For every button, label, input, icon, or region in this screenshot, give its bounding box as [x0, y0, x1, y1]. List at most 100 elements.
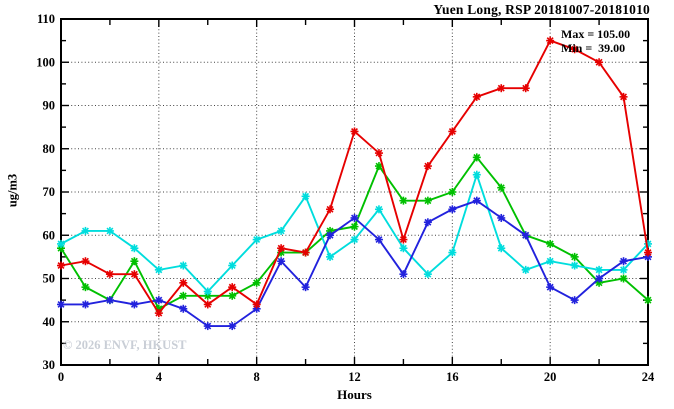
marker-rsp-blue — [546, 283, 555, 292]
marker-rsp-cyan — [448, 248, 457, 257]
marker-rsp-green — [350, 222, 359, 231]
marker-rsp-cyan — [154, 265, 163, 274]
y-tick-label: 40 — [43, 315, 56, 329]
marker-rsp-red — [179, 278, 188, 287]
marker-rsp-blue — [203, 322, 212, 331]
x-tick-label: 8 — [254, 370, 260, 384]
marker-rsp-cyan — [570, 261, 579, 270]
marker-rsp-red — [521, 84, 530, 93]
marker-rsp-cyan — [228, 261, 237, 270]
marker-rsp-red — [644, 248, 652, 257]
y-tick-label: 100 — [36, 55, 55, 69]
marker-rsp-blue — [619, 257, 628, 266]
marker-rsp-red — [423, 162, 432, 171]
marker-rsp-blue — [81, 300, 90, 309]
series-rsp-blue — [57, 196, 652, 331]
marker-rsp-green — [252, 278, 261, 287]
y-tick-label: 110 — [37, 12, 55, 26]
marker-rsp-red — [472, 92, 481, 101]
marker-rsp-cyan — [350, 235, 359, 244]
marker-rsp-blue — [105, 296, 114, 305]
marker-rsp-blue — [228, 322, 237, 331]
x-tick-label: 0 — [58, 370, 64, 384]
marker-rsp-blue — [399, 270, 408, 279]
marker-rsp-blue — [374, 235, 383, 244]
marker-rsp-blue — [570, 296, 579, 305]
marker-rsp-cyan — [252, 235, 261, 244]
marker-rsp-cyan — [81, 226, 90, 235]
marker-rsp-cyan — [130, 244, 139, 253]
marker-rsp-cyan — [179, 261, 188, 270]
marker-rsp-red — [595, 58, 604, 67]
marker-rsp-blue — [472, 196, 481, 205]
marker-rsp-green — [423, 196, 432, 205]
marker-rsp-green — [570, 252, 579, 261]
marker-rsp-red — [619, 92, 628, 101]
x-tick-label: 16 — [446, 370, 459, 384]
line-rsp-cyan — [60, 171, 649, 293]
marker-rsp-blue — [130, 300, 139, 309]
marker-rsp-red — [130, 270, 139, 279]
marker-rsp-cyan — [374, 205, 383, 214]
marker-rsp-blue — [179, 304, 188, 313]
marker-rsp-red — [570, 45, 579, 54]
y-tick-label: 30 — [43, 358, 56, 372]
marker-rsp-red — [350, 127, 359, 136]
marker-rsp-blue — [277, 257, 286, 266]
marker-rsp-blue — [448, 205, 457, 214]
marker-rsp-cyan — [277, 226, 286, 235]
marker-rsp-red — [154, 309, 163, 318]
marker-rsp-cyan — [619, 265, 628, 274]
marker-rsp-red — [228, 283, 237, 292]
marker-rsp-red — [252, 300, 261, 309]
marker-rsp-green — [179, 291, 188, 300]
marker-rsp-cyan — [301, 192, 310, 201]
marker-rsp-blue — [57, 300, 65, 309]
marker-rsp-green — [497, 183, 506, 192]
marker-rsp-green — [228, 291, 237, 300]
x-tick-label: 4 — [156, 370, 163, 384]
marker-rsp-blue — [301, 283, 310, 292]
marker-rsp-red — [448, 127, 457, 136]
marker-rsp-cyan — [521, 265, 530, 274]
marker-rsp-green — [619, 274, 628, 283]
marker-rsp-blue — [154, 296, 163, 305]
marker-rsp-blue — [350, 213, 359, 222]
line-rsp-red — [60, 39, 649, 315]
min-value-label: Min = 39.00 — [561, 41, 626, 55]
marker-rsp-cyan — [546, 257, 555, 266]
marker-rsp-blue — [326, 231, 335, 240]
marker-rsp-red — [57, 261, 65, 270]
y-tick-label: 80 — [43, 142, 56, 156]
marker-rsp-blue — [423, 218, 432, 227]
series-rsp-red — [57, 36, 652, 318]
x-tick-label: 12 — [348, 370, 361, 384]
marker-rsp-cyan — [423, 270, 432, 279]
marker-rsp-green — [81, 283, 90, 292]
y-axis-label: ug/m3 — [5, 173, 20, 208]
series-rsp-cyan — [57, 170, 652, 296]
marker-rsp-red — [399, 235, 408, 244]
marker-rsp-red — [546, 36, 555, 45]
marker-rsp-green — [374, 162, 383, 171]
marker-rsp-cyan — [105, 226, 114, 235]
marker-rsp-red — [326, 205, 335, 214]
max-value-label: Max = 105.00 — [561, 27, 631, 41]
marker-rsp-green — [546, 239, 555, 248]
marker-rsp-green — [130, 257, 139, 266]
y-tick-label: 90 — [43, 99, 56, 113]
series-rsp-green — [57, 153, 652, 313]
marker-rsp-green — [399, 196, 408, 205]
marker-rsp-red — [277, 244, 286, 253]
tick-labels: 30 40 50 60 70 80 90 100 110 0 4 8 12 16 20 24 — [36, 12, 655, 384]
line-rsp-green — [60, 155, 649, 311]
x-tick-label: 20 — [544, 370, 557, 384]
watermark: © 2026 ENVF, HKUST — [63, 338, 187, 352]
marker-rsp-red — [203, 300, 212, 309]
marker-rsp-red — [105, 270, 114, 279]
marker-rsp-blue — [497, 213, 506, 222]
x-tick-label: 24 — [642, 370, 655, 384]
marker-rsp-cyan — [595, 265, 604, 274]
